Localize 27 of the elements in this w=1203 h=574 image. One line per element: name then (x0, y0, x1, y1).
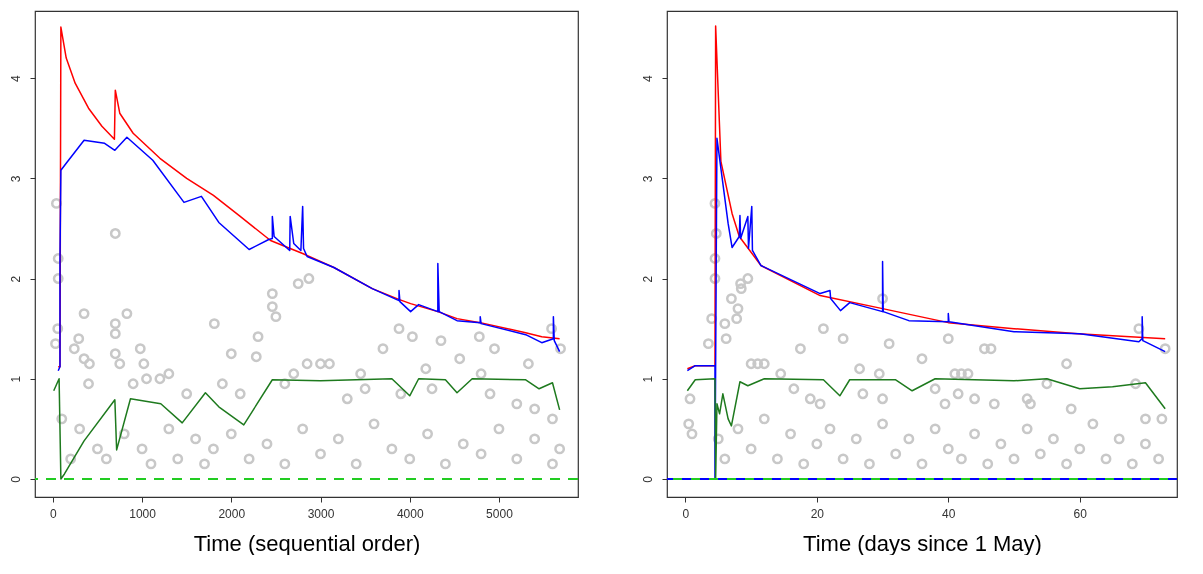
x-tick-label: 0 (50, 506, 57, 521)
x-tick-label: 4000 (396, 506, 424, 521)
x-axis-title: Time (days since 1 May) (803, 530, 1042, 556)
y-tick-label: 2 (8, 275, 23, 283)
line-series (57, 136, 561, 372)
line-series (686, 25, 1166, 370)
y-tick-label: 2 (640, 275, 655, 283)
x-tick-label: 40 (942, 506, 956, 521)
y-tick-label: 1 (8, 375, 23, 383)
line-series (686, 137, 1166, 480)
x-tick-label: 60 (1073, 506, 1088, 521)
y-tick-label: 3 (8, 175, 23, 183)
y-tick-label: 0 (8, 475, 23, 483)
x-tick-label: 3000 (307, 506, 335, 521)
x-tick-label: 0 (682, 506, 690, 521)
x-tick-label: 1000 (129, 506, 157, 521)
y-tick-label: 0 (640, 475, 655, 483)
x-tick-label: 2000 (218, 506, 246, 521)
line-series (686, 378, 1166, 480)
line-series (52, 378, 561, 480)
y-tick-label: 3 (640, 175, 655, 183)
x-tick-label: 20 (810, 506, 825, 521)
y-tick-label: 4 (640, 74, 655, 82)
x-axis-title: Time (sequential order) (193, 530, 421, 556)
y-tick-label: 1 (640, 375, 655, 383)
x-tick-label: 5000 (486, 506, 514, 521)
y-tick-label: 4 (8, 74, 23, 82)
